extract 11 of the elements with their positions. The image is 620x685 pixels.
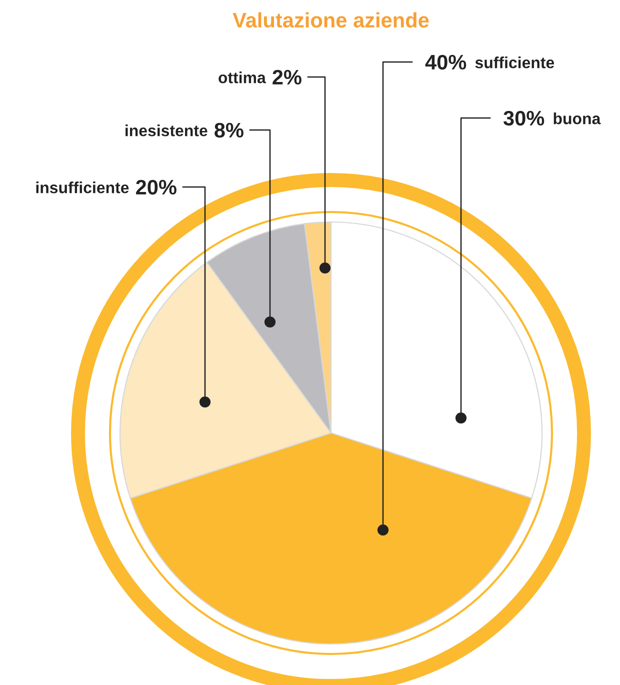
slice-label: insufficiente [36,182,129,194]
slice-label: inesistente [126,124,208,136]
slice-label: sufficiente [475,56,554,68]
data-label: 20% [136,180,176,195]
data-label: 30% [503,110,544,126]
data-label: 2% [272,70,302,85]
slice-label: buona [554,112,601,124]
chart-title: Valutazione aziende [232,12,429,28]
slice-label: ottima [218,72,266,84]
data-label: 8% [214,122,244,138]
data-label: 40% [425,54,466,70]
